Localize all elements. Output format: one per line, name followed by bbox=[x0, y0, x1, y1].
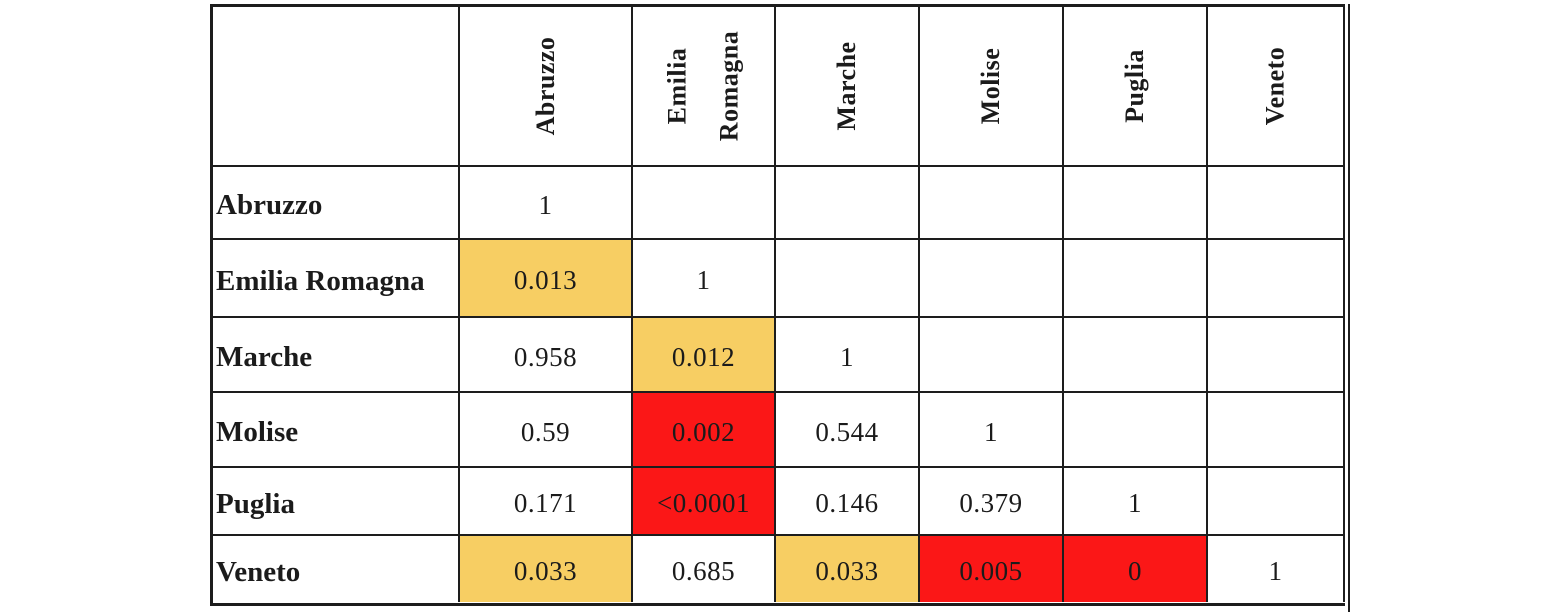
p-value-cell bbox=[1208, 240, 1345, 318]
p-value-cell bbox=[1064, 167, 1208, 240]
p-value-cell: 1 bbox=[920, 393, 1064, 468]
p-value-cell: 0.002 bbox=[633, 393, 776, 468]
p-value-cell: 0.379 bbox=[920, 468, 1064, 536]
column-header-label: Puglia bbox=[1120, 49, 1149, 123]
p-value-cell: 0.544 bbox=[776, 393, 920, 468]
p-value-cell bbox=[776, 167, 920, 240]
column-header-emilia-romagna: Emilia Romagna bbox=[633, 7, 776, 167]
p-value-cell bbox=[920, 318, 1064, 393]
row-header-veneto: Veneto bbox=[213, 536, 460, 602]
column-header-label: Veneto bbox=[1260, 46, 1290, 126]
p-value-cell: 1 bbox=[1064, 468, 1208, 536]
column-header-marche: Marche bbox=[776, 7, 920, 167]
column-header-label: Molise bbox=[976, 47, 1005, 125]
row-header-marche: Marche bbox=[213, 318, 460, 393]
p-value-cell bbox=[1208, 318, 1345, 393]
p-value-cell: 0.146 bbox=[776, 468, 920, 536]
p-value-cell: 0.59 bbox=[460, 393, 633, 468]
column-header-label: Emilia Romagna bbox=[662, 30, 744, 142]
p-value-cell bbox=[1064, 393, 1208, 468]
row-header-puglia: Puglia bbox=[213, 468, 460, 536]
column-header-veneto: Veneto bbox=[1208, 7, 1345, 167]
p-value-cell: 0.012 bbox=[633, 318, 776, 393]
p-value-cell: 0.958 bbox=[460, 318, 633, 393]
p-value-cell bbox=[920, 167, 1064, 240]
p-value-cell: 0.171 bbox=[460, 468, 633, 536]
column-header-abruzzo: Abruzzo bbox=[460, 7, 633, 167]
p-value-cell bbox=[633, 167, 776, 240]
p-value-cell: 0 bbox=[1064, 536, 1208, 602]
corner-cell bbox=[213, 7, 460, 167]
p-value-cell: <0.0001 bbox=[633, 468, 776, 536]
p-value-cell: 0.005 bbox=[920, 536, 1064, 602]
p-value-matrix-table: Abruzzo Emilia Romagna Marche Molise Pug… bbox=[210, 4, 1350, 612]
column-header-label: Marche bbox=[832, 41, 861, 131]
p-value-cell bbox=[920, 240, 1064, 318]
p-value-cell bbox=[1064, 318, 1208, 393]
row-header-emilia-romagna: Emilia Romagna bbox=[213, 240, 460, 318]
column-header-label: Abruzzo bbox=[530, 36, 560, 136]
p-value-cell bbox=[1064, 240, 1208, 318]
outer-right-border-line bbox=[1348, 4, 1350, 612]
p-value-cell: 1 bbox=[776, 318, 920, 393]
row-header-molise: Molise bbox=[213, 393, 460, 468]
row-header-abruzzo: Abruzzo bbox=[213, 167, 460, 240]
p-value-cell bbox=[1208, 468, 1345, 536]
p-value-cell: 0.685 bbox=[633, 536, 776, 602]
p-value-cell bbox=[1208, 393, 1345, 468]
p-value-cell: 0.033 bbox=[460, 536, 633, 602]
p-value-cell: 1 bbox=[633, 240, 776, 318]
p-value-cell bbox=[776, 240, 920, 318]
p-value-cell: 1 bbox=[460, 167, 633, 240]
p-value-cell: 1 bbox=[1208, 536, 1345, 602]
column-header-molise: Molise bbox=[920, 7, 1064, 167]
p-value-cell: 0.013 bbox=[460, 240, 633, 318]
p-value-cell bbox=[1208, 167, 1345, 240]
column-header-puglia: Puglia bbox=[1064, 7, 1208, 167]
p-value-cell: 0.033 bbox=[776, 536, 920, 602]
